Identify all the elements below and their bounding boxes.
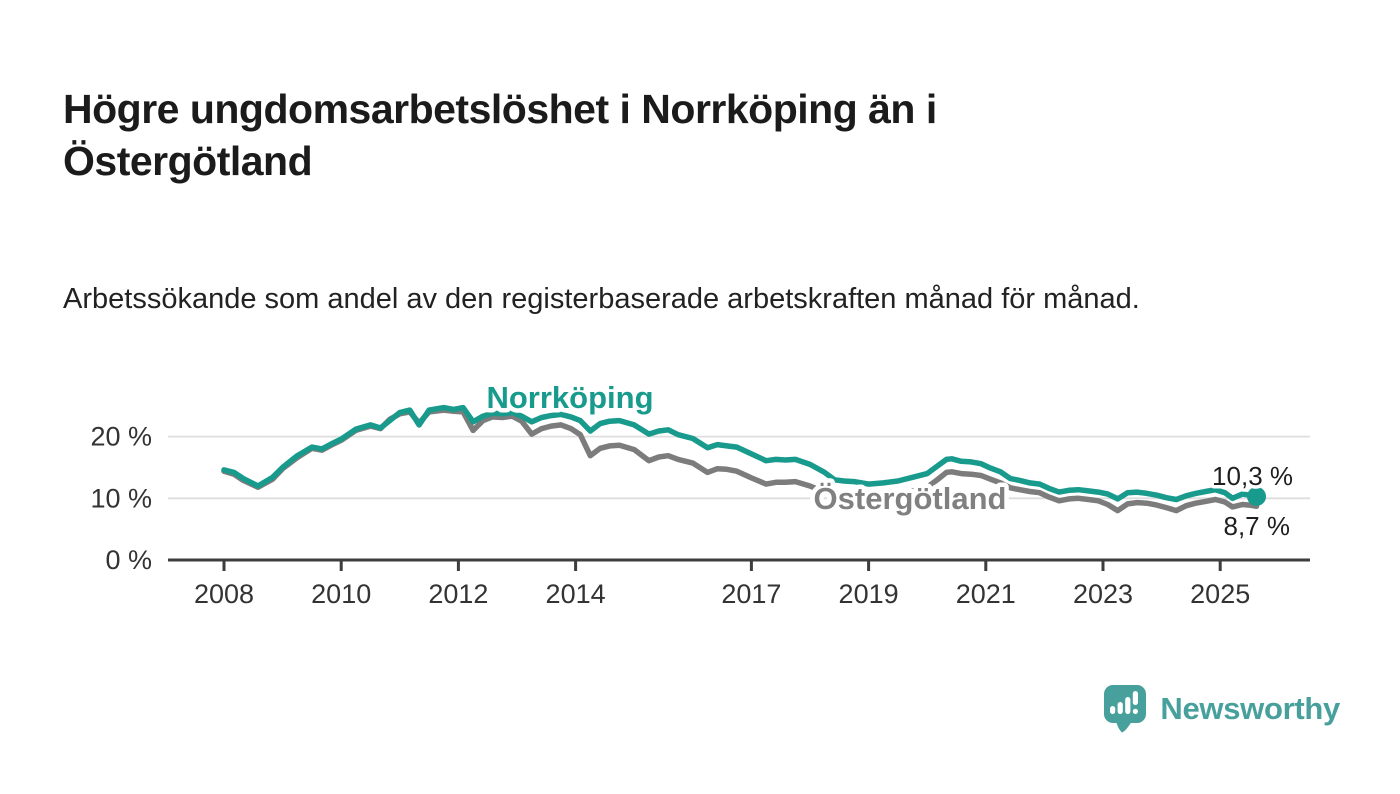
series-label-norrkoping: Norrköping — [486, 380, 653, 415]
series-label-ostergotland: Östergötland — [814, 481, 1007, 516]
latest-point-dot — [1247, 486, 1267, 506]
x-axis-tick-label: 2010 — [311, 579, 371, 609]
brand-name: Newsworthy — [1160, 691, 1340, 726]
x-axis-tick-label: 2019 — [839, 579, 899, 609]
x-axis-tick-label: 2023 — [1073, 579, 1133, 609]
chart-title: Högre ungdomsarbetslöshet i Norrköping ä… — [63, 86, 937, 185]
y-axis-tick-label: 10 % — [90, 483, 152, 513]
latest-value-label-norrkoping: 10,3 % — [1212, 461, 1293, 491]
y-axis-tick-label: 20 % — [90, 422, 152, 452]
newsworthy-logo: Newsworthy — [1103, 684, 1340, 734]
x-axis-tick-label: 2014 — [546, 579, 606, 609]
x-axis-tick-label: 2012 — [428, 579, 488, 609]
chart-svg: 0 % 10 % 20 % 2008 2010 2012 2014 2017 2019 2021 2… — [90, 380, 1310, 609]
series-line-norrkping — [221, 404, 1260, 503]
y-axis-tick-label: 0 % — [105, 545, 152, 575]
x-axis-tick-label: 2008 — [194, 579, 254, 609]
latest-value-label-ostergotland: 8,7 % — [1224, 511, 1291, 541]
x-axis-tick-label: 2021 — [956, 579, 1016, 609]
x-axis-tick-label: 2025 — [1190, 579, 1250, 609]
x-axis-tick-label: 2017 — [721, 579, 781, 609]
chart-subtitle: Arbetssökande som andel av den registerb… — [63, 283, 1140, 315]
bar-chart-speech-bubble-icon — [1104, 685, 1147, 733]
